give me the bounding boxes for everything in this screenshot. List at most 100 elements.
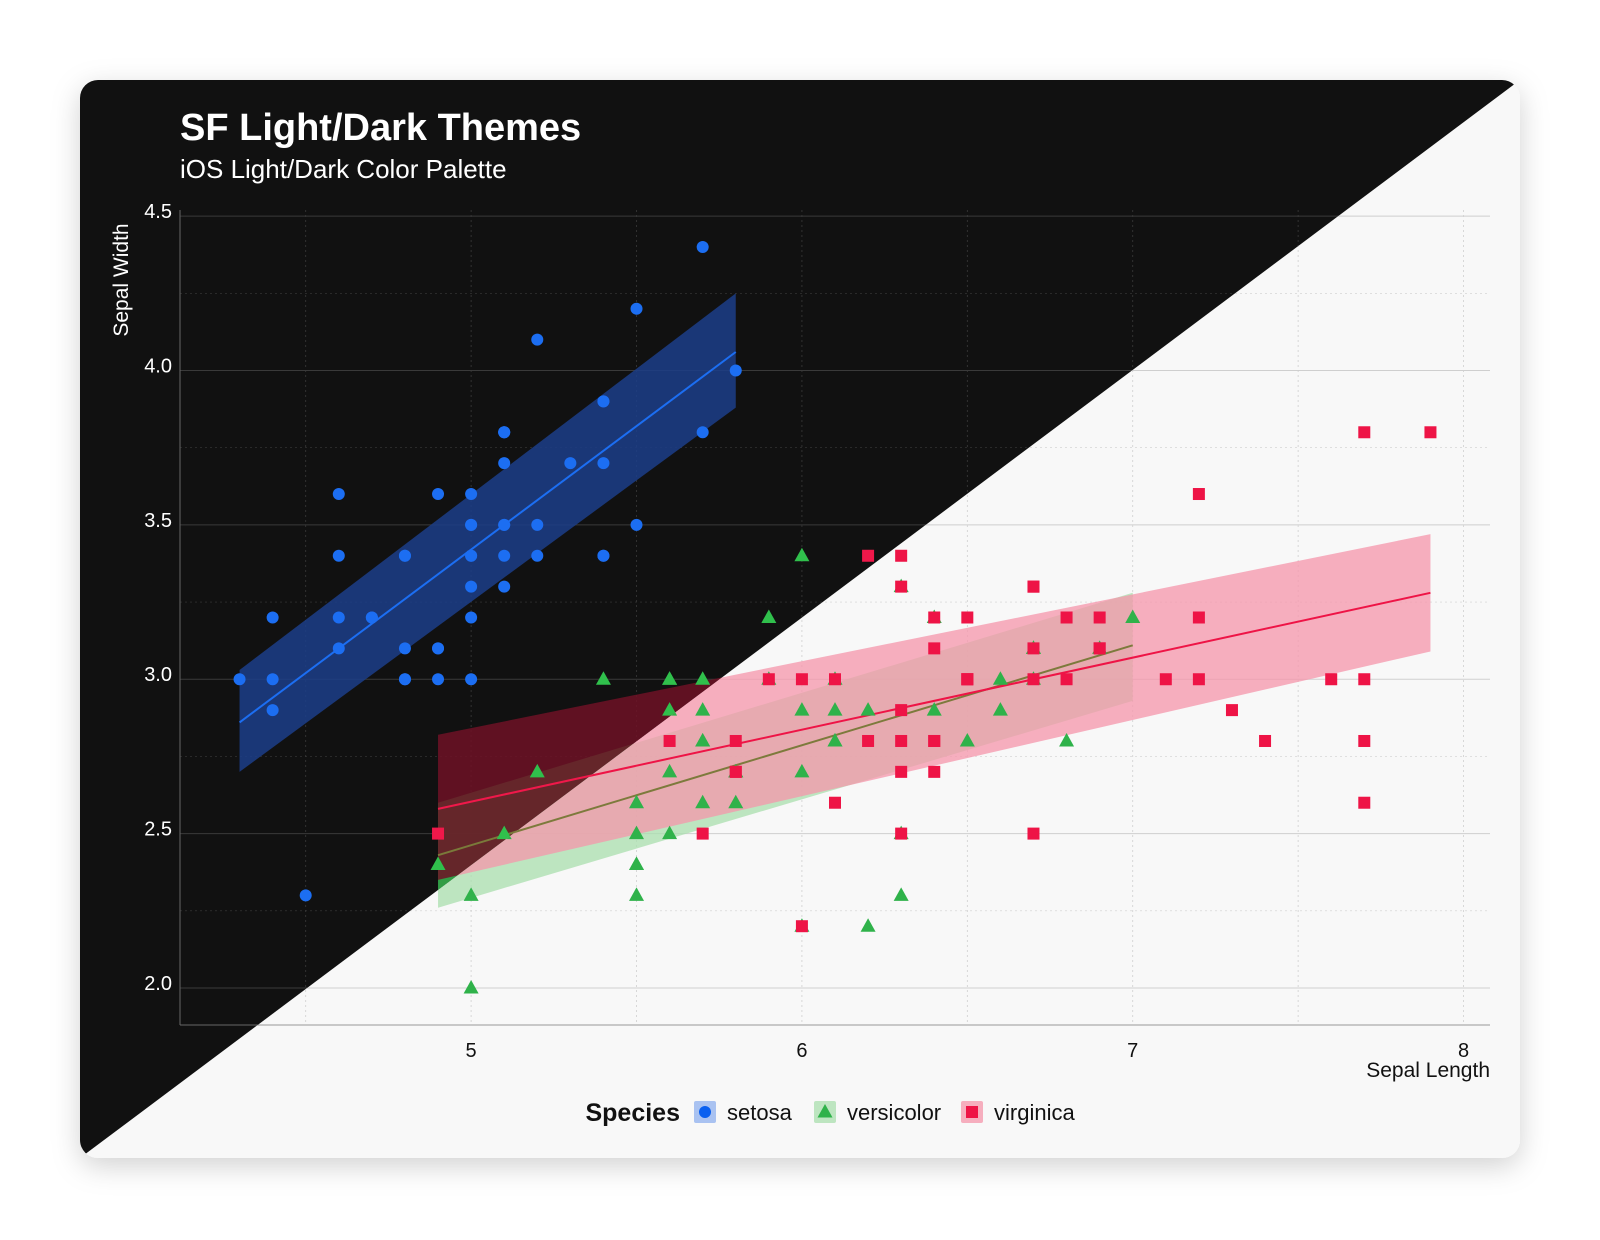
x-tick-label: 7 [1127,1040,1138,1062]
setosa-point [597,395,610,408]
setosa-point [498,518,511,531]
versicolor-point [529,763,545,778]
setosa-point [498,426,511,439]
versicolor-point [430,856,446,870]
versicolor-point [662,671,678,685]
versicolor-point [794,763,810,778]
virginica-point [1060,611,1073,624]
setosa-point [531,549,544,562]
versicolor-point [1059,732,1075,747]
versicolor-point [794,702,810,716]
y-tick-label: 4.0 [144,356,172,378]
virginica-point [1192,673,1205,686]
setosa-point [266,673,279,686]
setosa-point [332,611,345,624]
versicolor-point [595,671,611,685]
virginica-point [961,611,974,624]
setosa-points [233,241,742,902]
versicolor-point [662,825,678,840]
setosa-point [630,518,643,531]
versicolor-point [827,732,843,747]
virginica-point [663,734,676,747]
setosa-point [465,673,478,686]
setosa-point [498,457,511,470]
y-axis-label: Sepal Width [110,223,133,336]
setosa-point [266,611,279,624]
legend-label-versicolor: versicolor [847,1100,941,1125]
virginica-point [1192,488,1205,501]
versicolor-point [992,702,1008,716]
setosa-point [432,673,445,686]
y-tick-label: 3.0 [144,664,172,686]
virginica-point [1027,827,1040,840]
legend-label-setosa: setosa [727,1100,793,1125]
setosa-point [465,611,478,624]
virginica-point [1192,611,1205,624]
virginica-point [862,549,875,562]
virginica-point [1424,426,1437,439]
setosa-point [465,518,478,531]
versicolor-point [695,732,711,747]
versicolor-point [662,763,678,778]
legend-marker-setosa [699,1106,711,1118]
legend-label-virginica: virginica [994,1100,1075,1125]
setosa-point [465,549,478,562]
setosa-point [432,488,445,501]
setosa-point [398,549,411,562]
setosa-point [233,673,246,686]
versicolor-point [695,702,711,716]
setosa-point [365,611,378,624]
setosa-point [266,704,279,717]
versicolor-point [629,856,645,870]
virginica-point [1358,796,1371,809]
virginica-point [1325,673,1338,686]
setosa-point [597,457,610,470]
versicolor-point [463,887,479,901]
x-tick-label: 8 [1458,1040,1469,1062]
virginica-point [1027,580,1040,593]
setosa-point [332,642,345,655]
setosa-point [332,488,345,501]
virginica-point [1358,734,1371,747]
setosa-point [465,488,478,501]
setosa-point [696,241,709,254]
virginica-point [696,827,709,840]
versicolor-point [860,918,876,932]
setosa-point [332,549,345,562]
virginica-point [1358,673,1371,686]
virginica-point [762,673,775,686]
virginica-point [1093,642,1106,655]
versicolor-point [629,887,645,901]
versicolor-point [893,887,909,901]
virginica-point [862,734,875,747]
virginica-point [729,765,742,778]
virginica-points [432,426,1437,933]
y-tick-label: 3.5 [144,510,172,532]
setosa-point [498,580,511,593]
versicolor-point [992,671,1008,685]
versicolor-fit-line [437,644,1134,857]
virginica-point [1259,734,1272,747]
legend-marker-dot [817,1104,833,1118]
setosa-point [630,302,643,315]
virginica-point [895,704,908,717]
setosa-point [531,518,544,531]
virginica-point [1225,704,1238,717]
legend-title: Species [585,1099,680,1127]
virginica-point [1093,611,1106,624]
virginica-point [829,673,841,686]
virginica-point [1358,426,1371,439]
setosa-point [465,580,478,593]
versicolor-point [1125,609,1141,623]
versicolor-point [629,794,645,809]
legend-marker-dot [699,1106,711,1118]
setosa-point [398,673,411,686]
virginica-point [895,765,908,778]
virginica-point [795,673,808,686]
virginica-point [895,734,908,747]
versicolor-point [761,609,777,623]
versicolor-point [728,794,744,809]
setosa-point [531,333,544,346]
x-axis-label: Sepal Length [1366,1059,1490,1082]
